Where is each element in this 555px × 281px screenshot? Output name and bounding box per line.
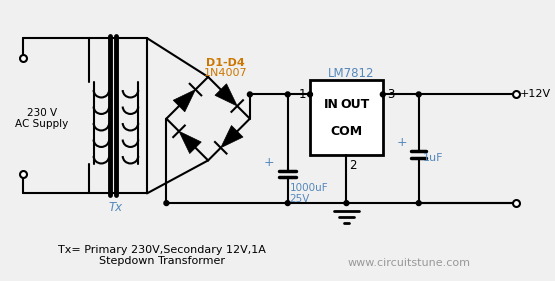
- Text: 1000uF: 1000uF: [290, 183, 328, 193]
- Circle shape: [285, 201, 290, 205]
- Text: Tx: Tx: [109, 201, 123, 214]
- Text: +: +: [396, 136, 407, 149]
- Text: +: +: [264, 156, 274, 169]
- Text: OUT: OUT: [340, 98, 369, 111]
- Polygon shape: [215, 84, 237, 106]
- Text: Tx= Primary 230V,Secondary 12V,1A
Stepdown Transformer: Tx= Primary 230V,Secondary 12V,1A Stepdo…: [58, 245, 265, 266]
- Circle shape: [380, 92, 385, 97]
- Circle shape: [285, 92, 290, 97]
- Polygon shape: [221, 126, 243, 148]
- Circle shape: [344, 201, 349, 205]
- Polygon shape: [173, 90, 195, 112]
- Text: 25V: 25V: [290, 194, 310, 204]
- Bar: [310, 80, 383, 155]
- Circle shape: [416, 92, 421, 97]
- Text: 3: 3: [387, 88, 394, 101]
- Circle shape: [416, 201, 421, 205]
- Text: www.circuitstune.com: www.circuitstune.com: [347, 259, 471, 268]
- Circle shape: [307, 92, 312, 97]
- Circle shape: [164, 201, 169, 205]
- Text: 1uF: 1uF: [422, 153, 443, 163]
- Polygon shape: [179, 131, 201, 153]
- Text: 230 V
AC Supply: 230 V AC Supply: [15, 108, 68, 130]
- Text: 1: 1: [299, 88, 306, 101]
- Circle shape: [248, 92, 253, 97]
- Text: 1N4007: 1N4007: [204, 68, 248, 78]
- Text: IN: IN: [324, 98, 339, 111]
- Text: D1-D4: D1-D4: [206, 58, 245, 68]
- Text: LM7812: LM7812: [328, 67, 375, 80]
- Text: +12V: +12V: [519, 89, 551, 99]
- Text: COM: COM: [330, 125, 362, 138]
- Text: 2: 2: [349, 159, 357, 173]
